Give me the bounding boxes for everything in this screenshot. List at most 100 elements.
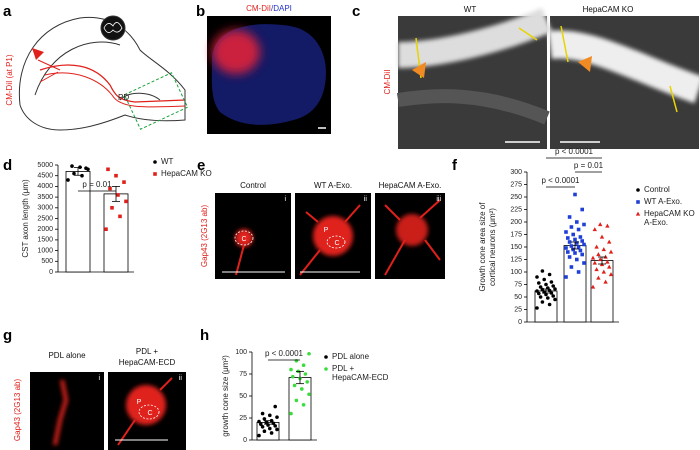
- data-point: [268, 413, 272, 418]
- data-point: [547, 288, 552, 293]
- data-point: [549, 291, 554, 295]
- y-tick-label: 25: [239, 415, 247, 422]
- data-point: [553, 287, 557, 291]
- legend-marker: [635, 211, 641, 216]
- data-point: [307, 351, 311, 356]
- data-point: [569, 265, 574, 269]
- data-point: [567, 240, 572, 244]
- y-tick-label: 4000: [37, 183, 53, 190]
- panel-letter: g: [3, 327, 12, 344]
- data-point: [275, 427, 279, 432]
- stain-label: Gap43 (2G13 ab): [13, 379, 22, 442]
- data-point: [553, 297, 557, 302]
- data-point: [262, 429, 267, 434]
- data-point: [275, 415, 279, 419]
- data-point: [573, 251, 577, 255]
- data-point: [538, 285, 543, 289]
- data-point: [535, 275, 539, 279]
- data-point: [257, 433, 261, 438]
- y-tick-label: 50: [239, 393, 247, 400]
- data-point: [590, 255, 596, 260]
- data-point: [582, 222, 586, 227]
- data-point: [567, 215, 572, 219]
- data-point: [578, 248, 583, 253]
- data-point: [575, 220, 579, 224]
- numeral: ii: [179, 375, 183, 382]
- image-title: PDL alone: [48, 351, 86, 360]
- image-title: PDL +: [136, 347, 158, 356]
- data-point: [544, 292, 548, 297]
- legend-label: PDL +: [332, 364, 354, 373]
- legend-label: A-Exo.: [644, 218, 668, 227]
- data-point: [590, 284, 596, 289]
- data-point: [580, 207, 584, 212]
- growth-cone-images: [30, 372, 186, 450]
- y-tick-label: 75: [514, 281, 522, 288]
- data-point: [567, 255, 572, 259]
- legend-marker: [324, 367, 328, 371]
- legend-label: HepaCAM KO: [161, 169, 212, 178]
- p-value: p = 0.01: [82, 180, 112, 189]
- y-tick-label: 125: [510, 256, 522, 263]
- y-tick-label: 0: [49, 269, 53, 276]
- data-point: [594, 267, 599, 272]
- growth-cone-images: [215, 193, 445, 279]
- data-point: [273, 404, 278, 409]
- y-tick-label: 3500: [37, 194, 53, 201]
- data-point: [114, 173, 118, 178]
- data-point: [535, 289, 539, 293]
- data-point: [596, 275, 601, 280]
- data-point: [564, 246, 568, 250]
- data-point: [582, 261, 586, 265]
- y-tick-label: 2000: [37, 226, 53, 233]
- panel-letter: h: [200, 327, 209, 344]
- data-point: [571, 247, 575, 252]
- tracer-label: CM-DiI (at P1): [5, 54, 14, 105]
- data-point: [289, 411, 293, 416]
- data-point: [257, 419, 261, 424]
- p-value: p < 0.0001: [541, 176, 580, 185]
- data-point: [72, 171, 76, 176]
- data-point: [580, 239, 584, 243]
- data-point: [576, 245, 581, 249]
- y-tick-label: 25: [514, 306, 522, 313]
- data-point: [307, 392, 311, 397]
- data-point: [607, 264, 612, 269]
- panel-letter: e: [197, 157, 205, 174]
- region-label: P: [137, 399, 142, 406]
- data-point: [540, 269, 545, 273]
- data-point: [271, 421, 276, 426]
- data-point: [305, 380, 310, 384]
- legend-label: HepaCAM KO: [644, 209, 695, 218]
- data-point: [273, 424, 278, 428]
- brain-diagram: [18, 15, 189, 131]
- data-point: [576, 270, 581, 274]
- y-tick-label: 1000: [37, 247, 53, 254]
- data-point: [544, 282, 548, 287]
- image-title: WT: [464, 5, 477, 14]
- stain-red: CM-DiI: [246, 4, 271, 13]
- legend-marker: [153, 160, 157, 164]
- y-tick-label: 200: [510, 219, 522, 226]
- data-point: [70, 164, 74, 168]
- panel-letter: a: [3, 3, 12, 20]
- legend-label: Control: [644, 185, 670, 194]
- p-value: p < 0.0001: [265, 349, 304, 358]
- data-point: [122, 180, 126, 184]
- data-point: [291, 374, 295, 379]
- data-point: [601, 247, 606, 252]
- data-point: [301, 363, 306, 368]
- p-value: p = 0.01: [574, 161, 604, 170]
- data-point: [564, 275, 568, 279]
- data-point: [575, 241, 579, 245]
- legend-label: PDL alone: [332, 352, 370, 361]
- y-axis-label: CST axon length (μm): [21, 179, 30, 258]
- data-point: [599, 234, 605, 239]
- data-point: [547, 272, 552, 277]
- y-axis-label: Growth cone area size of: [478, 202, 487, 292]
- y-axis-label: cortical neurons (μm²): [488, 208, 497, 286]
- y-tick-label: 500: [41, 258, 53, 265]
- legend-marker: [153, 172, 157, 176]
- data-point: [66, 178, 70, 182]
- legend-label: WT: [161, 157, 174, 166]
